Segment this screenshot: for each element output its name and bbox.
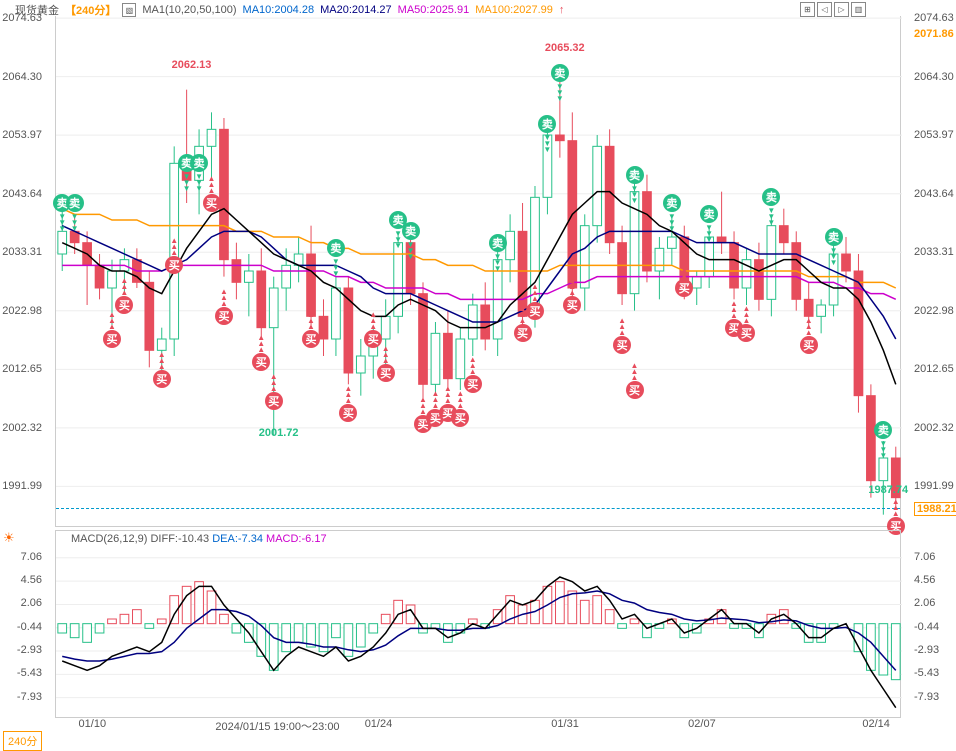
ma-icon[interactable]: ▧ (122, 3, 136, 17)
macd-chart[interactable]: MACD(26,12,9) DIFF:-10.43 DEA:-7.34 MACD… (55, 530, 901, 718)
buy-signal: 买 (252, 353, 270, 371)
bar-icon[interactable]: ▥ (851, 2, 866, 17)
sell-signal: 卖 (626, 166, 644, 184)
buy-signal: 买 (626, 381, 644, 399)
fwd-icon[interactable]: ▷ (834, 2, 849, 17)
ma20-label: MA20:2014.27 (320, 4, 392, 16)
buy-signal: 买 (800, 336, 818, 354)
buy-signal: 买 (526, 302, 544, 320)
buy-signal: 买 (339, 404, 357, 422)
timeframe-button[interactable]: 240分 (3, 731, 42, 751)
price-annotation: 2062.13 (172, 59, 212, 71)
buy-signal: 买 (153, 370, 171, 388)
buy-signal: 买 (514, 324, 532, 342)
chart-container: 现货黄金 【240分】 ▧ MA1(10,20,50,100) MA10:200… (0, 0, 956, 751)
price-annotation: 2065.32 (545, 42, 585, 54)
sell-signal: 卖 (825, 228, 843, 246)
ma-params: MA1(10,20,50,100) (142, 4, 236, 16)
sell-signal: 卖 (874, 421, 892, 439)
sun-icon[interactable]: ☀ (3, 530, 15, 546)
ma10-label: MA10:2004.28 (243, 4, 315, 16)
back-icon[interactable]: ◁ (817, 2, 832, 17)
price-annotation: 1987.74 (868, 484, 908, 496)
current-price-line (56, 508, 900, 509)
sell-signal: 卖 (402, 222, 420, 240)
buy-signal: 买 (265, 392, 283, 410)
main-price-chart[interactable]: 卖▼▼▼卖▼▼▼买▲▲▲买▲▲▲买▲▲▲买▲▲▲卖▼▼▼卖▼▼▼买▲▲▲买▲▲▲… (55, 16, 901, 527)
buy-signal: 买 (464, 375, 482, 393)
sell-signal: 卖 (66, 194, 84, 212)
buy-signal: 买 (302, 330, 320, 348)
sell-signal: 卖 (551, 64, 569, 82)
ma100-label: MA100:2027.99 (475, 4, 553, 16)
sell-signal: 卖 (538, 115, 556, 133)
buy-signal: 买 (203, 194, 221, 212)
buy-signal: 买 (613, 336, 631, 354)
sell-signal: 卖 (489, 234, 507, 252)
ma50-label: MA50:2025.91 (398, 4, 470, 16)
buy-signal: 买 (103, 330, 121, 348)
price-annotation: 2001.72 (259, 427, 299, 439)
buy-signal: 买 (377, 364, 395, 382)
x-axis: 01/102024/01/15 19:00～23:0001/2401/3102/… (55, 718, 901, 736)
sell-signal: 卖 (663, 194, 681, 212)
up-arrow-icon: ↑ (559, 4, 565, 16)
expand-icon[interactable]: ⊞ (800, 2, 815, 17)
